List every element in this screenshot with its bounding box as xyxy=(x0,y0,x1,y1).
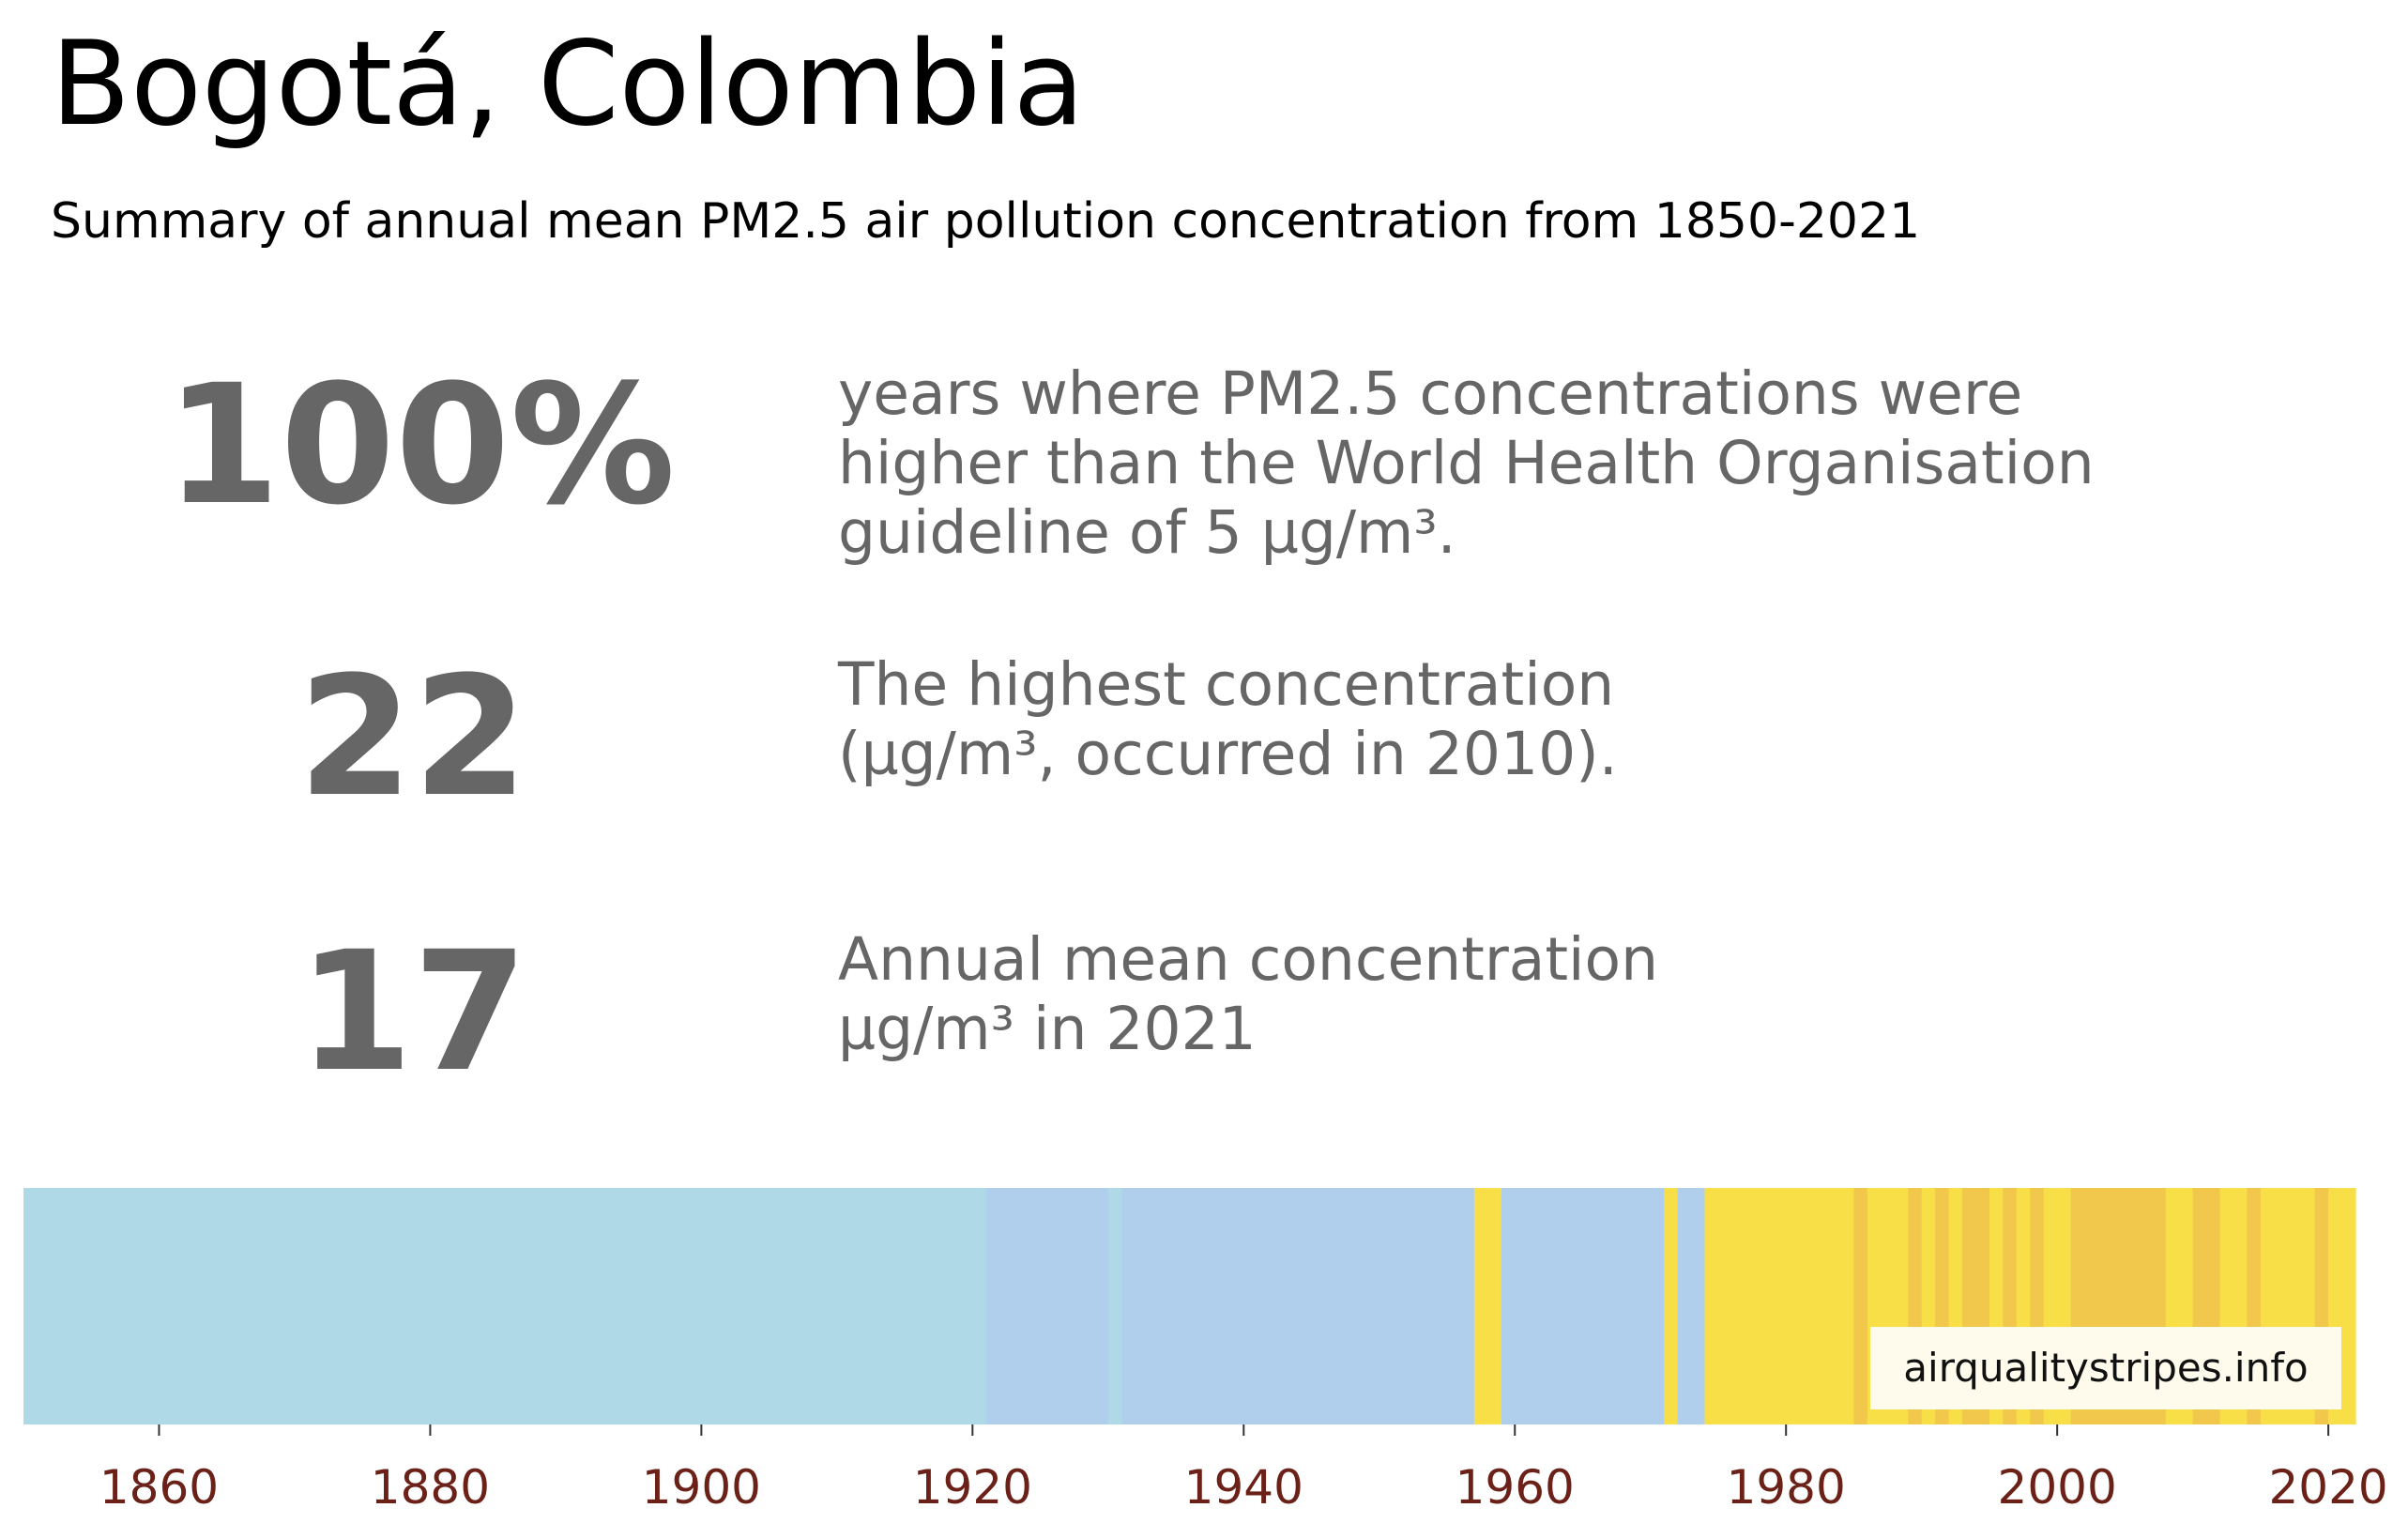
stripe-segment-1959-1971 xyxy=(1501,1188,1665,1424)
x-tick-label: 1920 xyxy=(913,1460,1032,1515)
stripe-segment-1971-1972 xyxy=(1664,1188,1679,1424)
x-tick-label: 2000 xyxy=(1998,1460,2117,1515)
stripe-segment-1974-1985 xyxy=(1704,1188,1855,1424)
stripe-segment-1972-1974 xyxy=(1677,1188,1706,1424)
stat-desc-line: Annual mean concentration xyxy=(838,925,1659,994)
x-tick-label: 1940 xyxy=(1184,1460,1303,1515)
page-subtitle: Summary of annual mean PM2.5 air polluti… xyxy=(51,193,1921,250)
stat-desc-annual-mean: Annual mean concentration µg/m³ in 2021 xyxy=(838,925,1658,1064)
stripe-segment-1985-1986 xyxy=(1853,1188,1868,1424)
stat-value-highest-concentration: 22 xyxy=(297,641,528,833)
x-tick-label: 1880 xyxy=(371,1460,490,1515)
stat-desc-line: years where PM2.5 concentrations were xyxy=(838,359,2023,428)
x-tick-label: 1900 xyxy=(642,1460,761,1515)
stripe-segment-1930-1931 xyxy=(1107,1188,1122,1424)
stripe-segment-1921-1930 xyxy=(985,1188,1109,1424)
stat-value-percent-above-guideline: 100% xyxy=(165,349,676,541)
stat-desc-line: (µg/m³, occurred in 2010). xyxy=(838,720,1618,788)
watermark-label: airqualitystripes.info xyxy=(1870,1327,2341,1409)
x-tick-label: 1860 xyxy=(99,1460,219,1515)
stat-value-annual-mean: 17 xyxy=(297,916,528,1108)
stat-desc-percent-above-guideline: years where PM2.5 concentrations were hi… xyxy=(838,359,2095,568)
stat-desc-line: µg/m³ in 2021 xyxy=(838,995,1257,1063)
stat-desc-line: guideline of 5 µg/m³. xyxy=(838,498,1456,567)
stat-desc-highest-concentration: The highest concentration (µg/m³, occurr… xyxy=(838,650,1618,789)
page-title: Bogotá, Colombia xyxy=(51,17,1085,152)
stat-desc-line: The highest concentration xyxy=(838,650,1615,719)
x-tick-label: 1960 xyxy=(1455,1460,1575,1515)
x-tick-label: 1980 xyxy=(1727,1460,1846,1515)
stripe-segment-1850-1921 xyxy=(23,1188,987,1424)
stripe-segment-1957-1959 xyxy=(1473,1188,1502,1424)
stat-desc-line: higher than the World Health Organisatio… xyxy=(838,429,2095,497)
x-tick-label: 2020 xyxy=(2268,1460,2387,1515)
stripe-segment-1931-1957 xyxy=(1121,1188,1475,1424)
